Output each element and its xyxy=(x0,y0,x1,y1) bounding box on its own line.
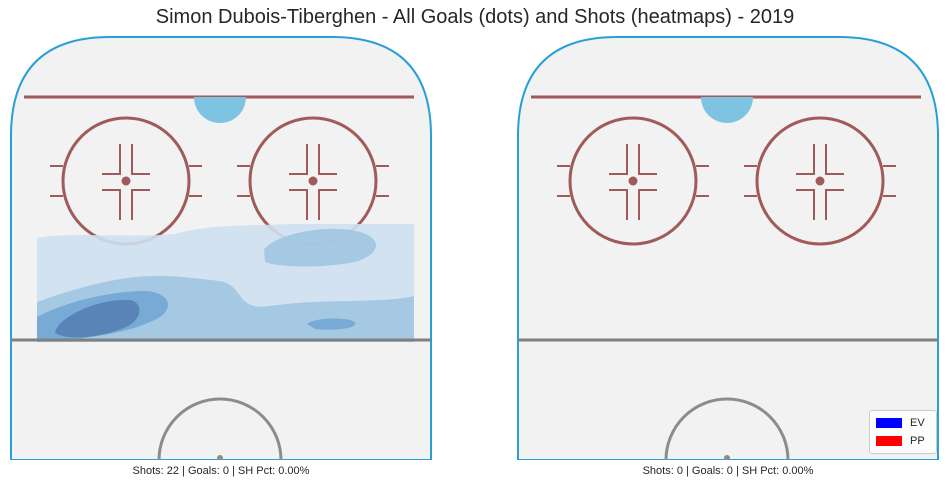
legend-label-pp: PP xyxy=(910,435,925,447)
center-circle xyxy=(157,397,283,460)
faceoff-circle-left xyxy=(557,116,709,246)
chart-title: Simon Dubois-Tiberghen - All Goals (dots… xyxy=(155,6,795,28)
legend-swatch-pp xyxy=(876,436,902,446)
rink-right xyxy=(517,36,939,460)
goal-crease xyxy=(701,97,753,123)
center-circle xyxy=(664,397,790,460)
legend-swatch-ev xyxy=(876,418,902,428)
shot-heatmap xyxy=(37,224,414,342)
rink-ice xyxy=(517,36,939,460)
legend-item-pp: PP xyxy=(876,434,925,448)
rink-left xyxy=(10,36,432,460)
legend-item-ev: EV xyxy=(876,416,925,430)
center-dot xyxy=(724,455,730,460)
caption-left: Shots: 22 | Goals: 0 | SH Pct: 0.00% xyxy=(132,465,310,477)
heatmap-level-3b xyxy=(307,318,356,330)
caption-right: Shots: 0 | Goals: 0 | SH Pct: 0.00% xyxy=(642,465,814,477)
center-dot xyxy=(217,455,223,460)
legend-label-ev: EV xyxy=(910,417,925,429)
heatmap-level-2b xyxy=(264,228,376,267)
goal-crease xyxy=(194,97,246,123)
faceoff-circle-right xyxy=(744,116,896,246)
heatmap-level-4 xyxy=(55,299,140,338)
legend: EV PP xyxy=(869,410,937,454)
